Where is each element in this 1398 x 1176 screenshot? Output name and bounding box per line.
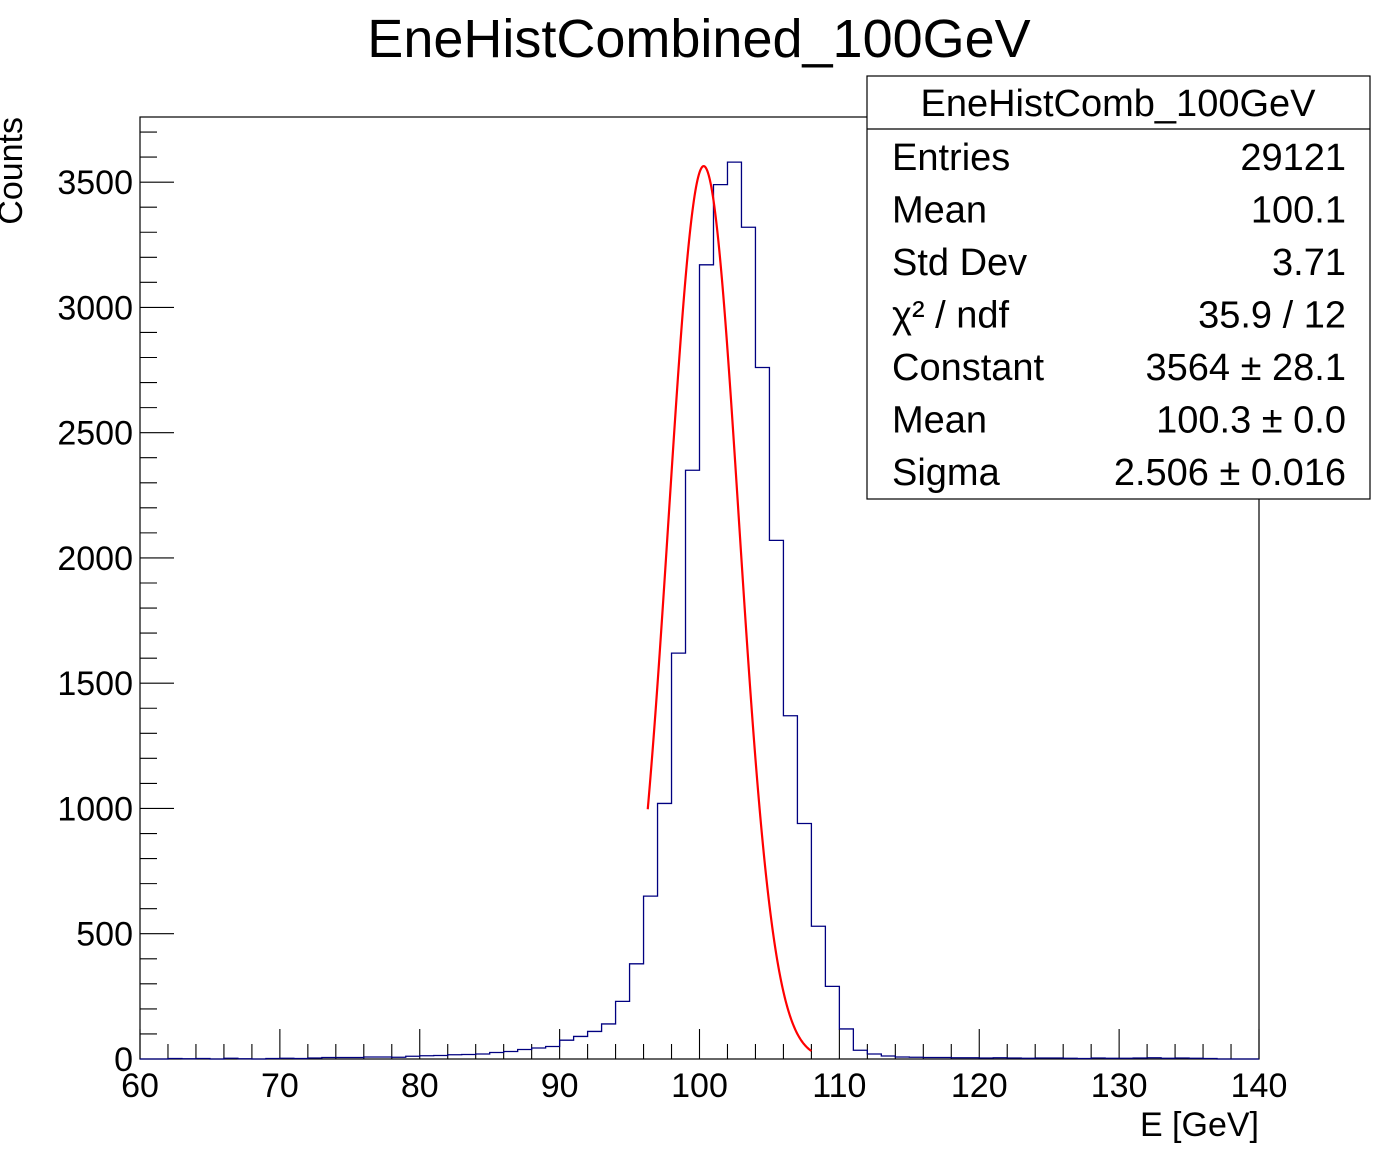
stats-row-label: χ² / ndf: [892, 295, 1010, 337]
y-tick-labels: 0 500 1000 1500 2000 2500 3000 3500: [57, 164, 133, 1079]
x-tick-label: 80: [401, 1067, 439, 1105]
stats-row-value: 3564 ± 28.1: [1146, 347, 1346, 389]
x-tick-label: 100: [671, 1067, 728, 1105]
y-tick-label: 1500: [57, 665, 133, 703]
stats-box: EneHistComb_100GeV Entries 29121 Mean 100.1…: [866, 75, 1371, 500]
stats-box-frame: [866, 75, 1371, 500]
x-tick-label: 60: [121, 1067, 159, 1105]
y-tick-label: 3000: [57, 289, 133, 327]
stats-row-value: 100.3 ± 0.0: [1156, 400, 1346, 442]
x-tick-label: 120: [951, 1067, 1008, 1105]
stats-row-value: 29121: [1240, 137, 1346, 179]
stats-row-label: Mean: [892, 400, 987, 442]
gaussian-fit-curve: [646, 164, 813, 1052]
stats-box-title: EneHistComb_100GeV: [921, 83, 1317, 125]
stats-row-label: Std Dev: [892, 242, 1027, 284]
stats-row-value: 2.506 ± 0.016: [1114, 452, 1346, 494]
y-tick-label: 1000: [57, 790, 133, 828]
y-tick-label: 500: [76, 916, 133, 954]
stats-row-label: Sigma: [892, 452, 1001, 494]
y-tick-label: 2000: [57, 540, 133, 578]
y-tick-label: 0: [114, 1041, 133, 1079]
x-tick-label: 110: [812, 1067, 866, 1105]
stats-row-value: 100.1: [1251, 190, 1346, 232]
stats-rows: Entries 29121 Mean 100.1 Std Dev 3.71 χ² / ndf…: [892, 137, 1346, 494]
x-tick-label: 140: [1231, 1067, 1288, 1105]
x-axis-label: E [GeV]: [1140, 1106, 1259, 1144]
y-axis-label: Counts: [0, 117, 30, 225]
chart-title: EneHistCombined_100GeV: [367, 9, 1030, 69]
stats-row-label: Entries: [892, 137, 1010, 179]
stats-row-label: Constant: [892, 347, 1045, 389]
x-tick-label: 130: [1091, 1067, 1148, 1105]
stats-row-label: Mean: [892, 190, 987, 232]
histogram-line: [140, 161, 1259, 1060]
y-tick-label: 2500: [57, 415, 133, 453]
stats-row-value: 3.71: [1272, 242, 1346, 284]
y-tick-label: 3500: [57, 164, 133, 202]
x-tick-label: 70: [261, 1067, 299, 1105]
x-tick-label: 90: [541, 1067, 579, 1105]
stats-row-value: 35.9 / 12: [1198, 295, 1346, 337]
x-tick-labels: 60 70 80 90 100 110 120 130 140: [121, 1067, 1287, 1105]
